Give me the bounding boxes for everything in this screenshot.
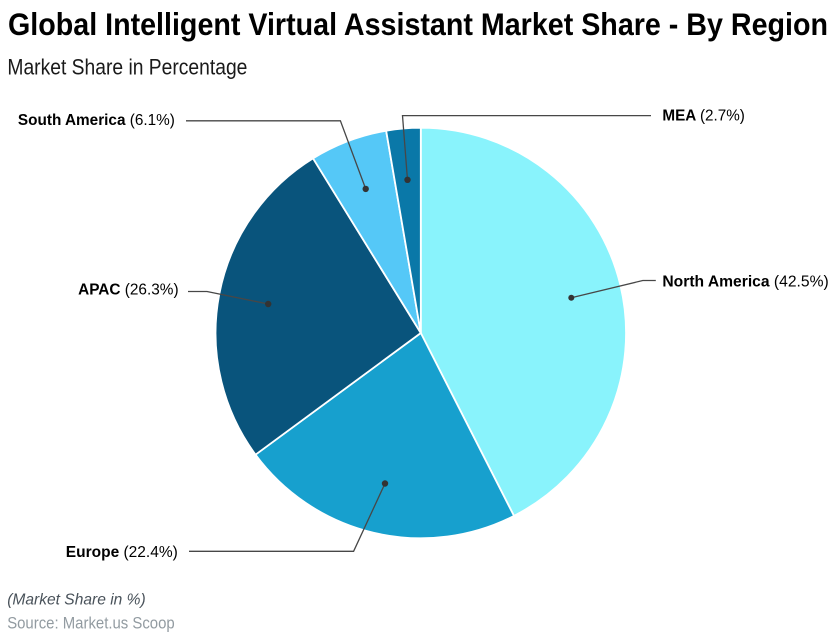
svg-text:Market Share in Percentage: Market Share in Percentage bbox=[7, 54, 247, 79]
svg-text:(Market Share in %): (Market Share in %) bbox=[7, 592, 146, 609]
svg-text:APAC (26.3%): APAC (26.3%) bbox=[78, 281, 178, 298]
svg-text:North America (42.5%): North America (42.5%) bbox=[662, 273, 828, 290]
svg-text:Global Intelligent Virtual Ass: Global Intelligent Virtual Assistant Mar… bbox=[8, 6, 828, 42]
svg-text:MEA (2.7%): MEA (2.7%) bbox=[662, 108, 745, 125]
svg-text:South America (6.1%): South America (6.1%) bbox=[18, 112, 175, 129]
svg-text:Source: Market.us Scoop: Source: Market.us Scoop bbox=[7, 614, 175, 632]
svg-text:Europe (22.4%): Europe (22.4%) bbox=[66, 544, 178, 561]
